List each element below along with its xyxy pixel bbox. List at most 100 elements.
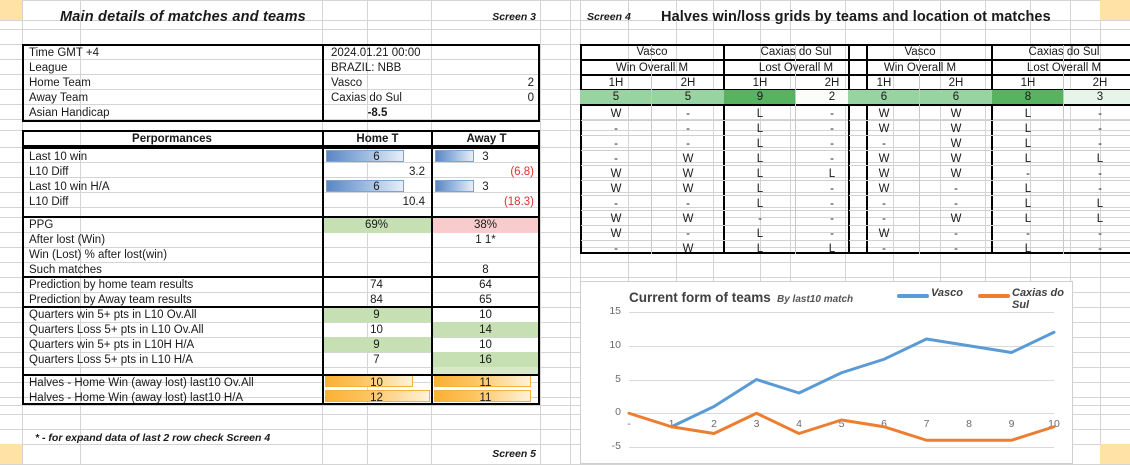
info-row-score: 0 bbox=[527, 91, 534, 104]
chart-plot-area bbox=[627, 330, 1056, 442]
chart-gridline bbox=[629, 312, 1054, 313]
grid-result-cell: - bbox=[882, 197, 886, 210]
perf-row-label: Quarters Loss 5+ pts in L10 Ov.All bbox=[29, 323, 204, 336]
grid-half-header: 1H bbox=[876, 76, 892, 89]
grid-total-fill bbox=[1064, 90, 1130, 104]
perf-header-home: Home T bbox=[356, 132, 399, 145]
yellow-marker-top-left bbox=[0, 0, 22, 20]
grid-line-under-teams bbox=[580, 59, 868, 61]
grid-team-away-name: Caxias do Sul bbox=[760, 45, 832, 58]
grid-result-cell: W bbox=[610, 212, 622, 225]
perf-header-away: Away T bbox=[466, 132, 507, 145]
chart-gridline bbox=[629, 379, 1054, 381]
grid-col-separator bbox=[795, 45, 796, 254]
databar-halves-ha-home bbox=[325, 390, 430, 402]
halves-grid-team-divider bbox=[723, 44, 725, 254]
perf-row-away-value: 11 bbox=[479, 376, 492, 389]
perf-row-label: After lost (Win) bbox=[29, 233, 106, 246]
grid-line-under-teams bbox=[848, 59, 1130, 61]
grid-team-away-name: Caxias do Sul bbox=[1028, 45, 1100, 58]
perf-row-label: Quarters win 5+ pts in L10 Ov.All bbox=[29, 308, 197, 321]
perf-row-away-value: (18.3) bbox=[503, 195, 534, 208]
grid-result-cell: - bbox=[1098, 182, 1102, 195]
perf-row-label: Prediction by home team results bbox=[29, 278, 194, 291]
grid-row-separator bbox=[581, 240, 867, 241]
grid-result-cell: - bbox=[954, 182, 958, 195]
chart-gridline bbox=[629, 447, 1054, 448]
perf-row-away-value: 16 bbox=[479, 353, 492, 366]
grid-result-cell: - bbox=[686, 197, 690, 210]
grid-result-cell: L bbox=[1024, 197, 1032, 210]
grid-sub-away: Lost Overall M bbox=[1026, 61, 1102, 74]
chart-x-tick: 7 bbox=[923, 418, 930, 431]
perf-row-home-value: 3.2 bbox=[409, 165, 425, 178]
grid-result-cell: - bbox=[1098, 227, 1102, 240]
grid-result-cell: - bbox=[614, 242, 618, 255]
grid-row-separator bbox=[581, 210, 867, 211]
perf-header-div1 bbox=[322, 130, 324, 147]
grid-total-value: 3 bbox=[1096, 91, 1104, 103]
grid-result-cell: L bbox=[828, 167, 836, 180]
info-row-label: Home Team bbox=[29, 76, 91, 89]
grid-total-value: 9 bbox=[756, 91, 764, 103]
grid-half-header: 2H bbox=[824, 76, 840, 89]
quarters-fill-4 bbox=[433, 352, 540, 367]
perf-row-away-value: 10 bbox=[479, 338, 492, 351]
grid-row-separator bbox=[849, 210, 1130, 211]
info-row-label: League bbox=[29, 61, 68, 74]
grid-row-separator bbox=[581, 150, 867, 151]
perf-row-label: Last 10 win H/A bbox=[29, 180, 110, 193]
grid-row-separator bbox=[581, 120, 867, 121]
grid-col-separator bbox=[651, 45, 652, 254]
grid-result-cell: - bbox=[830, 227, 834, 240]
chart-series-line bbox=[670, 330, 1056, 429]
info-block-divider bbox=[322, 44, 324, 122]
perf-row-label: Such matches bbox=[29, 263, 102, 276]
perf-row-label: PPG bbox=[29, 218, 54, 231]
perf-row-away-value: 10 bbox=[479, 308, 492, 321]
grid-total-value: 5 bbox=[612, 91, 620, 103]
grid-result-cell: - bbox=[1098, 107, 1102, 120]
chart-x-tick: 10 bbox=[1048, 418, 1060, 431]
grid-result-cell: L bbox=[828, 242, 836, 255]
chart-y-tick: 15 bbox=[609, 305, 621, 317]
grid-half-header: 1H bbox=[608, 76, 624, 89]
grid-result-cell: W bbox=[950, 167, 962, 180]
grid-result-cell: W bbox=[610, 227, 622, 240]
chart-y-tick: 5 bbox=[615, 372, 621, 385]
grid-total-fill bbox=[580, 90, 652, 104]
grid-result-cell: W bbox=[878, 227, 890, 240]
grid-result-cell: - bbox=[882, 212, 886, 225]
databar-last10ha-home bbox=[326, 180, 404, 192]
grid-row-separator bbox=[849, 165, 1130, 166]
grid-sub-away: Lost Overall M bbox=[758, 61, 834, 74]
grid-row-separator bbox=[581, 195, 867, 196]
info-row-value: 2024.01.21 00:00 bbox=[331, 46, 421, 59]
perf-row-away-value: 65 bbox=[479, 293, 492, 306]
grid-total-value: 6 bbox=[880, 91, 888, 103]
grid-result-cell: L bbox=[756, 197, 764, 210]
info-row-value: BRAZIL: NBB bbox=[331, 61, 402, 74]
grid-result-cell: L bbox=[1096, 212, 1104, 225]
perf-header-div2 bbox=[431, 130, 433, 147]
grid-result-cell: - bbox=[614, 197, 618, 210]
grid-result-cell: - bbox=[1098, 167, 1102, 180]
quarters-fill-1 bbox=[324, 307, 431, 322]
grid-result-cell: - bbox=[686, 107, 690, 120]
perf-row-away-value: (6.8) bbox=[510, 165, 534, 178]
info-row-label: Asian Handicap bbox=[29, 106, 110, 119]
chart-x-tick: 1 bbox=[668, 418, 675, 431]
left-panel-footnote: * - for expand data of last 2 row check … bbox=[35, 432, 271, 444]
grid-result-cell: - bbox=[954, 197, 958, 210]
perf-row-home-value: 74 bbox=[370, 278, 383, 291]
perf-row-away-value: 1 1* bbox=[475, 233, 496, 246]
grid-result-cell: L bbox=[1024, 107, 1032, 120]
grid-result-cell: - bbox=[830, 212, 834, 225]
perf-row-label: Halves - Home Win (away lost) last10 Ov.… bbox=[29, 376, 254, 389]
grid-result-cell: - bbox=[954, 242, 958, 255]
quarters-fill-2 bbox=[433, 322, 540, 337]
grid-result-cell: L bbox=[1024, 242, 1032, 255]
grid-result-cell: W bbox=[878, 122, 890, 135]
chart-x-tick: 3 bbox=[753, 418, 760, 431]
chart-series-line bbox=[627, 411, 1056, 442]
